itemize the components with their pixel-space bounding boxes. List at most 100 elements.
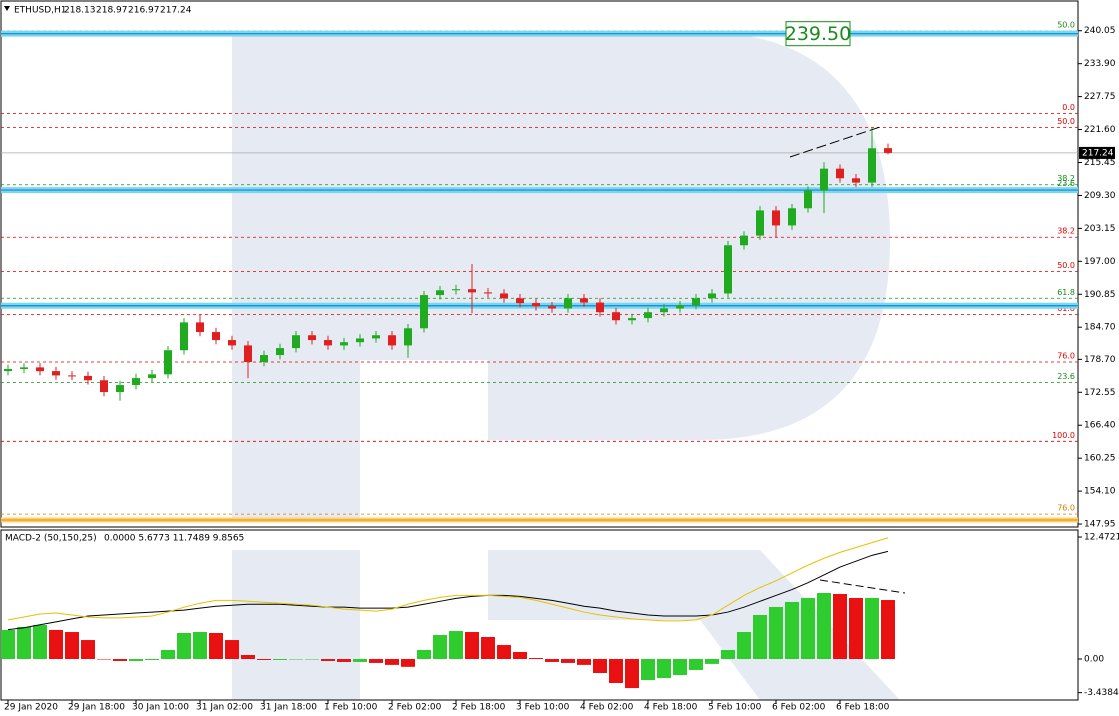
x-tick-label: 6 Feb 02:00 [772, 703, 826, 713]
histogram-bar [161, 650, 175, 660]
histogram-bar [593, 659, 607, 674]
fib-label: 38.2 [1057, 227, 1075, 236]
candle-body [20, 367, 28, 369]
candle-body [148, 374, 156, 379]
histogram-bar [513, 651, 527, 660]
y-tick-label: 233.90 [1084, 59, 1116, 69]
histogram-bar [657, 659, 671, 678]
histogram-bar [209, 632, 223, 660]
fib-label: 38.2 [1057, 174, 1075, 183]
y-tick-label: 172.55 [1084, 388, 1116, 398]
candle-body [884, 148, 892, 153]
candle-body [548, 306, 556, 309]
candle-body [644, 312, 652, 319]
candle-body [100, 380, 108, 393]
x-tick-label: 1 Feb 10:00 [324, 703, 378, 713]
histogram-bar [737, 632, 751, 660]
candle-body [244, 345, 252, 363]
y-tick-label: 12.4721 [1084, 533, 1119, 543]
histogram-bar [33, 624, 47, 660]
x-tick-label: 4 Feb 18:00 [644, 703, 698, 713]
x-tick-label: 31 Jan 18:00 [260, 703, 317, 713]
histogram-bar [273, 659, 287, 660]
x-tick-label: 30 Jan 10:00 [132, 703, 189, 713]
histogram-bar [385, 659, 399, 665]
fib-label: 23.6 [1057, 372, 1075, 381]
histogram-bar [65, 632, 79, 660]
candle-body [196, 322, 204, 333]
ohlc-close: 217.24 [160, 6, 192, 16]
histogram-bar [865, 597, 879, 660]
divergence-line [819, 579, 906, 594]
fib-label: 23.6 [1057, 179, 1075, 188]
histogram-bar [289, 659, 303, 660]
candle-body [164, 350, 172, 375]
fib-label: 50.0 [1057, 20, 1075, 29]
candle-body [660, 308, 668, 313]
histogram-bar [545, 659, 559, 662]
x-tick-label: 2 Feb 02:00 [388, 703, 442, 713]
histogram-bar [225, 640, 239, 660]
histogram-bar [689, 659, 703, 670]
histogram-bar [337, 659, 351, 662]
histogram-bar [193, 632, 207, 660]
y-tick-label: -3.4384 [1084, 688, 1119, 698]
histogram-bar [321, 659, 335, 661]
histogram-bar [177, 632, 191, 660]
histogram-bar [305, 659, 319, 660]
candle-body [68, 375, 76, 377]
histogram-bar [769, 606, 783, 660]
histogram-bar [353, 659, 367, 662]
histogram-bar [817, 592, 831, 660]
y-tick-label: 209.30 [1084, 191, 1116, 201]
ohlc-open: 218.13 [64, 6, 96, 16]
price-box-label: 217.24 [1082, 148, 1114, 158]
histogram-bar [449, 631, 463, 660]
main-frame [0, 0, 1079, 528]
symbol: ETHUSD,H1 [14, 6, 67, 16]
y-tick-label: 240.05 [1084, 26, 1116, 36]
macd-line [7, 537, 889, 622]
candle-body [692, 298, 700, 306]
y-tick-label: 178.70 [1084, 355, 1116, 365]
candle-body [676, 305, 684, 309]
macd-line [7, 550, 889, 631]
candle-body [276, 348, 284, 356]
histogram-bar [241, 655, 255, 660]
fib-label: 76.0 [1057, 352, 1075, 361]
histogram-bar [625, 659, 639, 689]
x-tick-label: 4 Feb 02:00 [580, 703, 634, 713]
candle-body [516, 298, 524, 304]
y-tick-label: 160.25 [1084, 454, 1116, 464]
price-box [1079, 146, 1115, 159]
histogram-bar [721, 650, 735, 660]
candle-body [628, 318, 636, 321]
dropdown-icon[interactable] [4, 6, 10, 11]
ohlc-high: 218.97 [96, 6, 128, 16]
histogram-bar [81, 640, 95, 660]
histogram-bar [49, 629, 63, 660]
x-tick-label: 5 Feb 10:00 [708, 703, 762, 713]
candle-body [468, 289, 476, 293]
histogram-bar [401, 659, 415, 667]
histogram-bar [97, 659, 111, 660]
candle-body [180, 322, 188, 351]
histogram-bar [113, 659, 127, 661]
fib-label: 0.0 [1062, 103, 1075, 112]
y-tick-label: 203.15 [1084, 224, 1116, 234]
candle-body [388, 335, 396, 346]
x-tick-label: 6 Feb 18:00 [836, 703, 890, 713]
candle-body [532, 303, 540, 307]
fib-label: 76.0 [1057, 504, 1075, 513]
candle-body [340, 342, 348, 346]
candle-body [868, 148, 876, 183]
candle-body [788, 208, 796, 226]
macd-title: MACD-2 (50,150,25) [5, 534, 97, 544]
candle-body [84, 375, 92, 381]
y-tick-label: 221.60 [1084, 125, 1116, 135]
fib-label: 50.0 [1057, 117, 1075, 126]
candle-body [724, 245, 732, 294]
candle-body [52, 371, 60, 376]
histogram-bar [673, 659, 687, 676]
candle-body [228, 340, 236, 346]
